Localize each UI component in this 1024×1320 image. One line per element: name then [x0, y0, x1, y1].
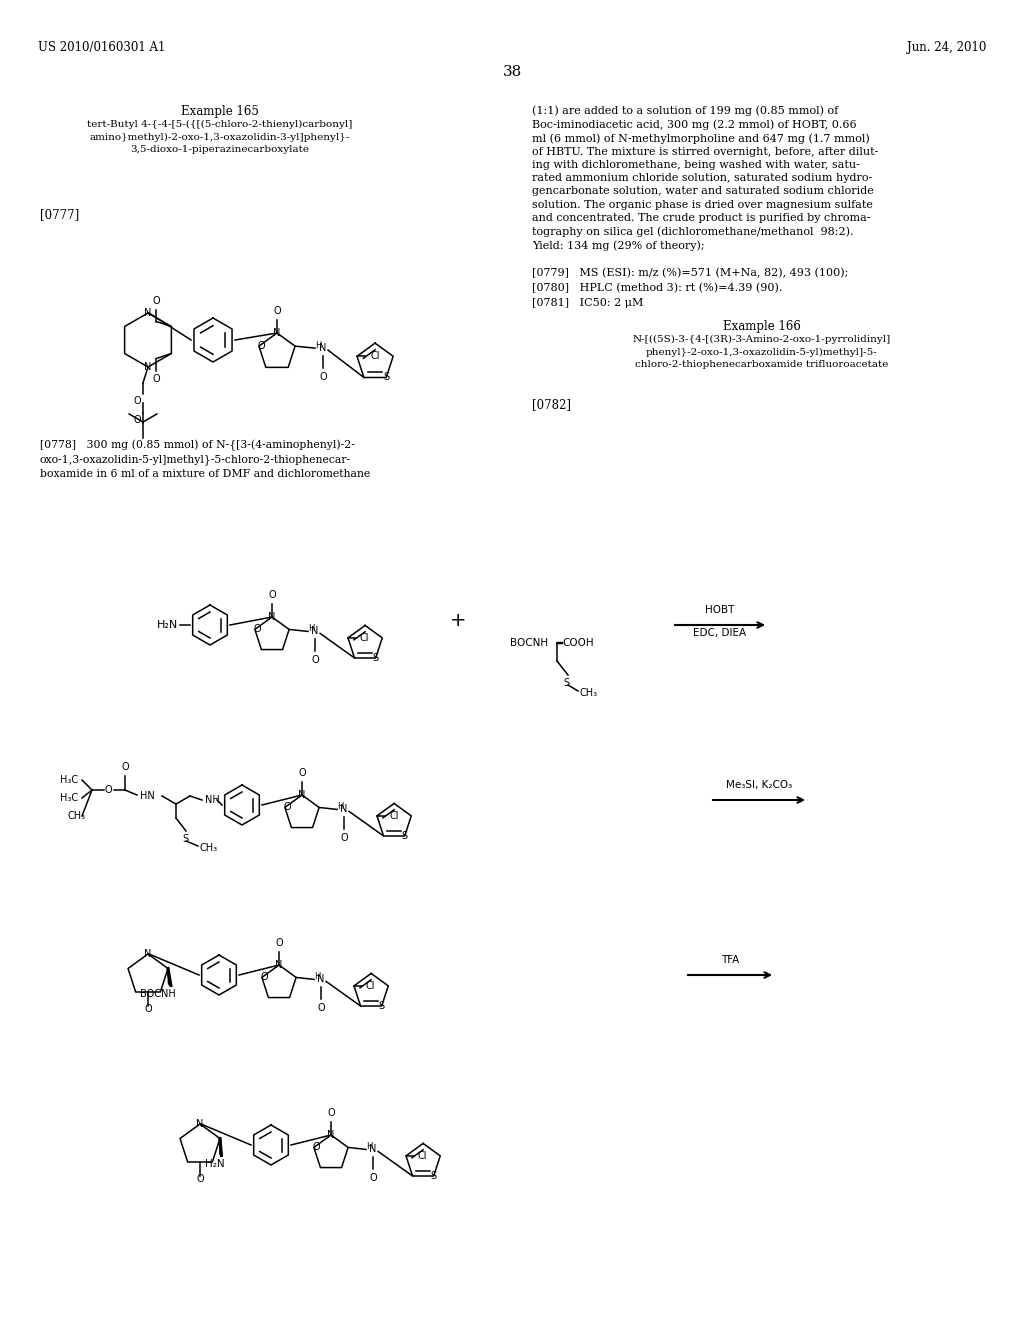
Text: N: N	[311, 627, 318, 636]
Text: N: N	[298, 789, 306, 800]
Text: N: N	[275, 960, 283, 970]
Text: COOH: COOH	[562, 638, 594, 648]
Text: Example 166: Example 166	[723, 319, 801, 333]
Text: O: O	[312, 1142, 319, 1152]
Text: HOBT: HOBT	[706, 605, 734, 615]
Text: H: H	[366, 1142, 373, 1151]
Text: O: O	[153, 375, 160, 384]
Text: N: N	[144, 308, 152, 318]
Text: O: O	[311, 656, 318, 665]
Text: [0778]   300 mg (0.85 mmol) of N-{[3-(4-aminophenyl)-2-
oxo-1,3-oxazolidin-5-yl]: [0778] 300 mg (0.85 mmol) of N-{[3-(4-am…	[40, 440, 371, 479]
Text: O: O	[268, 590, 275, 601]
Text: CH₃: CH₃	[200, 843, 218, 853]
Text: BOCNH: BOCNH	[140, 989, 176, 998]
Text: S: S	[379, 1001, 385, 1011]
Text: N: N	[317, 974, 325, 985]
Text: O: O	[340, 833, 348, 843]
Text: H₂N: H₂N	[158, 620, 178, 630]
Text: [0781]   IC50: 2 μM: [0781] IC50: 2 μM	[532, 298, 643, 308]
Text: +: +	[450, 610, 466, 630]
Text: S: S	[182, 834, 188, 843]
Text: O: O	[298, 768, 306, 777]
Text: O: O	[257, 341, 265, 351]
Text: CH₃: CH₃	[68, 810, 86, 821]
Text: O: O	[133, 414, 141, 425]
Text: O: O	[328, 1107, 335, 1118]
Text: N-[((5S)-3-{4-[(3R)-3-Amino-2-oxo-1-pyrrolidinyl]
phenyl}-2-oxo-1,3-oxazolidin-5: N-[((5S)-3-{4-[(3R)-3-Amino-2-oxo-1-pyrr…	[633, 335, 891, 370]
Text: S: S	[383, 372, 389, 383]
Text: N: N	[273, 327, 281, 338]
Text: Cl: Cl	[360, 632, 370, 643]
Text: O: O	[153, 296, 160, 305]
Text: O: O	[197, 1173, 204, 1184]
Text: tert-Butyl 4-{-4-[5-({[(5-chloro-2-thienyl)carbonyl]
amino}methyl)-2-oxo-1,3-oxa: tert-Butyl 4-{-4-[5-({[(5-chloro-2-thien…	[87, 120, 352, 154]
Text: [0782]: [0782]	[532, 399, 571, 411]
Text: NH: NH	[205, 795, 220, 805]
Text: O: O	[260, 973, 267, 982]
Text: BOCNH: BOCNH	[510, 638, 548, 648]
Text: O: O	[253, 624, 261, 635]
Text: N: N	[370, 1144, 377, 1155]
Text: O: O	[121, 762, 129, 772]
Text: Cl: Cl	[366, 981, 376, 991]
Text: Cl: Cl	[389, 810, 398, 821]
Text: Example 165: Example 165	[181, 106, 259, 117]
Text: Cl: Cl	[370, 351, 380, 362]
Text: S: S	[563, 678, 569, 688]
Text: S: S	[431, 1171, 437, 1181]
Text: S: S	[373, 653, 379, 663]
Text: N: N	[328, 1130, 335, 1140]
Text: O: O	[275, 939, 283, 948]
Text: N: N	[144, 949, 152, 960]
Text: O: O	[283, 803, 291, 812]
Text: Cl: Cl	[418, 1151, 427, 1160]
Text: CH₃: CH₃	[580, 688, 598, 698]
Text: H₃C: H₃C	[60, 793, 78, 803]
Text: O: O	[273, 306, 281, 315]
Text: O: O	[319, 372, 327, 381]
Text: HN: HN	[140, 791, 155, 801]
Text: S: S	[401, 832, 408, 841]
Text: [0779]   MS (ESI): m/z (%)=571 (M+Na, 82), 493 (100);: [0779] MS (ESI): m/z (%)=571 (M+Na, 82),…	[532, 268, 848, 279]
Text: O: O	[104, 785, 112, 795]
Text: O: O	[133, 396, 141, 407]
Text: N: N	[340, 804, 348, 814]
Text: H: H	[337, 803, 343, 810]
Text: 38: 38	[503, 65, 521, 79]
Text: N: N	[268, 612, 275, 622]
Text: N: N	[319, 343, 327, 354]
Text: TFA: TFA	[721, 954, 739, 965]
Text: US 2010/0160301 A1: US 2010/0160301 A1	[38, 41, 165, 54]
Text: O: O	[317, 1003, 325, 1014]
Text: Me₃SI, K₂CO₃: Me₃SI, K₂CO₃	[726, 780, 793, 789]
Text: H₂N: H₂N	[205, 1159, 225, 1168]
Text: H: H	[315, 341, 322, 350]
Text: N: N	[144, 362, 152, 372]
Text: O: O	[144, 1005, 152, 1014]
Text: EDC, DIEA: EDC, DIEA	[693, 628, 746, 638]
Text: [0780]   HPLC (method 3): rt (%)=4.39 (90).: [0780] HPLC (method 3): rt (%)=4.39 (90)…	[532, 282, 782, 293]
Text: H: H	[308, 624, 314, 632]
Text: N: N	[197, 1119, 204, 1129]
Text: O: O	[370, 1173, 377, 1184]
Text: H: H	[314, 972, 321, 981]
Text: (1:1) are added to a solution of 199 mg (0.85 mmol) of
Boc-iminodiacetic acid, 3: (1:1) are added to a solution of 199 mg …	[532, 106, 879, 251]
Text: [0777]: [0777]	[40, 209, 79, 220]
Text: H₃C: H₃C	[60, 775, 78, 785]
Text: Jun. 24, 2010: Jun. 24, 2010	[906, 41, 986, 54]
